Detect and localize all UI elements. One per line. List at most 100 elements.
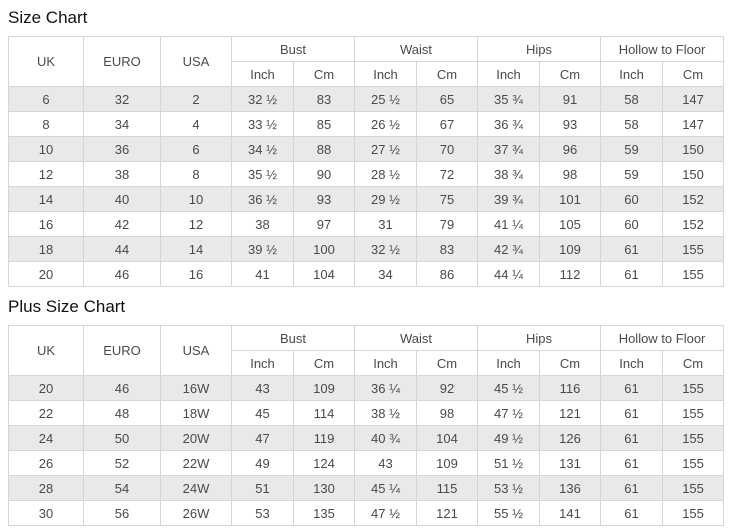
size-chart-body: 6 32 2 32 ½ 83 25 ½ 65 35 ¾ 91 58 147 8 34 4 33 ½ 85 26 …	[8, 86, 725, 287]
table-cell: 20W	[160, 425, 232, 451]
table-cell: 6	[8, 86, 84, 112]
table-cell: 88	[292, 136, 356, 162]
table-cell: 32	[83, 86, 161, 112]
col-header-hips-inch: Inch	[477, 350, 541, 376]
table-cell: 104	[416, 425, 479, 451]
table-cell: 16W	[160, 375, 232, 401]
header-unit-row: Inch Cm Inch Cm Inch Cm Inch Cm	[9, 350, 725, 376]
table-cell: 36	[83, 136, 161, 162]
table-cell: 152	[662, 186, 725, 212]
table-cell: 65	[416, 86, 479, 112]
col-header-euro: EURO	[83, 36, 161, 87]
table-cell: 60	[600, 186, 664, 212]
table-cell: 45 ¼	[354, 475, 418, 501]
table-cell: 115	[416, 475, 479, 501]
plus-size-chart-body: 20 46 16W 43 109 36 ¼ 92 45 ½ 116 61 155 22 48 18W 45 1…	[8, 375, 725, 526]
col-header-uk: UK	[8, 36, 84, 87]
table-cell: 114	[292, 400, 356, 426]
table-cell: 105	[539, 211, 602, 237]
table-cell: 109	[539, 236, 602, 262]
table-row: 8 34 4 33 ½ 85 26 ½ 67 36 ¾ 93 58 147	[8, 111, 725, 137]
table-cell: 83	[292, 86, 356, 112]
table-cell: 38 ½	[354, 400, 418, 426]
table-cell: 36 ¾	[477, 111, 541, 137]
table-cell: 75	[416, 186, 479, 212]
col-header-uk: UK	[8, 325, 84, 376]
table-cell: 112	[539, 261, 602, 287]
col-header-waist: Waist	[354, 325, 479, 351]
table-cell: 93	[292, 186, 356, 212]
table-cell: 59	[600, 161, 664, 187]
table-cell: 44 ¼	[477, 261, 541, 287]
table-cell: 61	[600, 375, 664, 401]
size-chart-header: UK EURO USA Bust Waist Hips Hollow to Fl…	[8, 36, 725, 87]
table-cell: 38	[231, 211, 294, 237]
table-cell: 121	[539, 400, 602, 426]
table-cell: 109	[292, 375, 356, 401]
table-cell: 36 ½	[231, 186, 294, 212]
table-cell: 136	[539, 475, 602, 501]
table-cell: 50	[83, 425, 161, 451]
table-cell: 155	[662, 475, 725, 501]
col-header-hollow-cm: Cm	[662, 350, 725, 376]
table-cell: 97	[292, 211, 356, 237]
table-cell: 16	[8, 211, 84, 237]
table-cell: 61	[600, 236, 664, 262]
table-cell: 58	[600, 86, 664, 112]
table-cell: 147	[662, 86, 725, 112]
table-cell: 32 ½	[354, 236, 418, 262]
col-header-hollow-inch: Inch	[600, 61, 664, 87]
table-cell: 32 ½	[231, 86, 294, 112]
table-cell: 119	[292, 425, 356, 451]
table-cell: 35 ½	[231, 161, 294, 187]
table-cell: 39 ¾	[477, 186, 541, 212]
table-row: 10 36 6 34 ½ 88 27 ½ 70 37 ¾ 96 59 150	[8, 136, 725, 162]
table-cell: 45 ½	[477, 375, 541, 401]
table-cell: 28 ½	[354, 161, 418, 187]
table-cell: 155	[662, 236, 725, 262]
table-cell: 42 ¾	[477, 236, 541, 262]
table-cell: 43	[231, 375, 294, 401]
table-cell: 28	[8, 475, 84, 501]
col-header-waist-cm: Cm	[416, 350, 479, 376]
table-row: 20 46 16 41 104 34 86 44 ¼ 112 61 155	[8, 261, 725, 287]
table-row: 30 56 26W 53 135 47 ½ 121 55 ½ 141 61 155	[8, 500, 725, 526]
header-group-row: UK EURO USA Bust Waist Hips Hollow to Fl…	[8, 36, 725, 87]
table-cell: 47 ½	[477, 400, 541, 426]
table-row: 16 42 12 38 97 31 79 41 ¼ 105 60 152	[8, 211, 725, 237]
table-cell: 33 ½	[231, 111, 294, 137]
table-row: 28 54 24W 51 130 45 ¼ 115 53 ½ 136 61 155	[8, 475, 725, 501]
table-cell: 93	[539, 111, 602, 137]
table-cell: 39 ½	[231, 236, 294, 262]
table-cell: 150	[662, 136, 725, 162]
table-cell: 79	[416, 211, 479, 237]
table-cell: 12	[160, 211, 232, 237]
table-cell: 147	[662, 111, 725, 137]
table-cell: 14	[160, 236, 232, 262]
col-header-bust-inch: Inch	[231, 350, 294, 376]
table-cell: 67	[416, 111, 479, 137]
table-cell: 49	[231, 450, 294, 476]
col-header-hollow-to-floor: Hollow to Floor	[600, 36, 725, 62]
table-cell: 2	[160, 86, 232, 112]
col-header-usa: USA	[160, 325, 232, 376]
table-cell: 61	[600, 425, 664, 451]
table-cell: 38 ¾	[477, 161, 541, 187]
table-cell: 61	[600, 475, 664, 501]
table-cell: 126	[539, 425, 602, 451]
table-cell: 45	[231, 400, 294, 426]
table-cell: 48	[83, 400, 161, 426]
table-cell: 56	[83, 500, 161, 526]
table-cell: 10	[8, 136, 84, 162]
table-cell: 47 ½	[354, 500, 418, 526]
table-cell: 141	[539, 500, 602, 526]
table-cell: 121	[416, 500, 479, 526]
size-chart-table: UK EURO USA Bust Waist Hips Hollow to Fl…	[8, 36, 725, 287]
col-header-waist-inch: Inch	[354, 350, 418, 376]
table-cell: 37 ¾	[477, 136, 541, 162]
table-cell: 24	[8, 425, 84, 451]
table-cell: 25 ½	[354, 86, 418, 112]
table-cell: 8	[8, 111, 84, 137]
table-row: 24 50 20W 47 119 40 ¾ 104 49 ½ 126 61 155	[8, 425, 725, 451]
table-cell: 47	[231, 425, 294, 451]
